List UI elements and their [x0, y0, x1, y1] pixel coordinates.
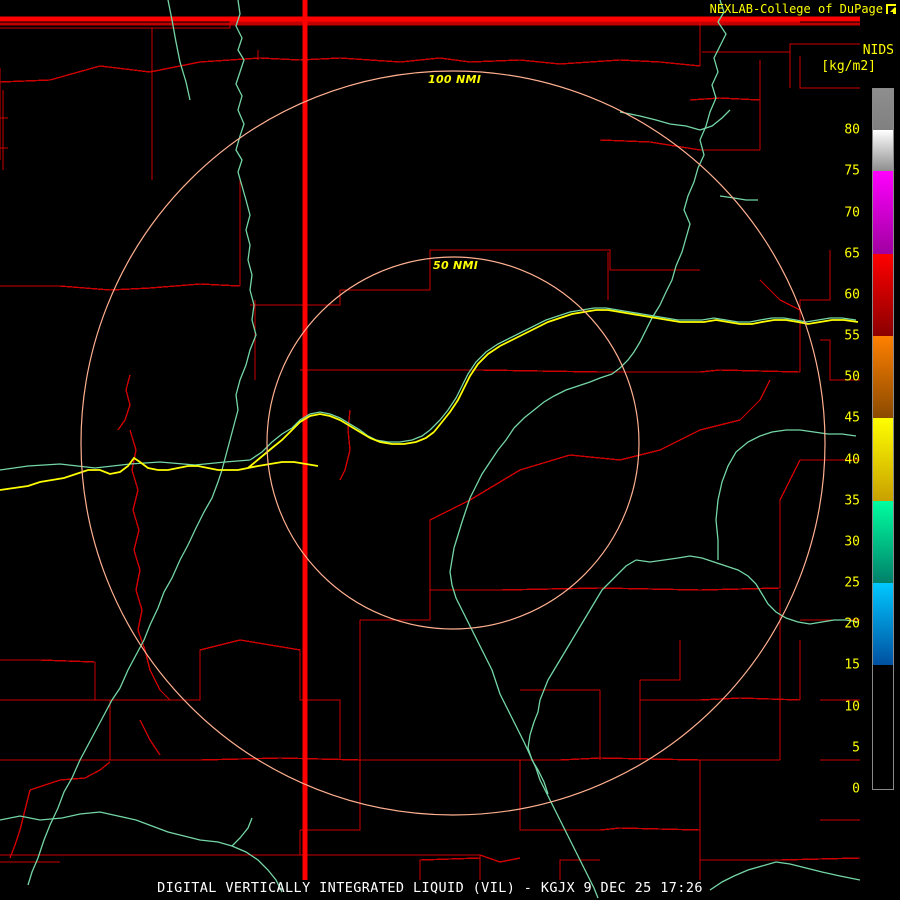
cod-nexlab-logo-icon[interactable]: [885, 3, 898, 16]
colorbar-segment-gray-to-white: [873, 130, 893, 172]
brand-header[interactable]: NEXLAB-College of DuPage: [710, 1, 898, 17]
legend-units: [kg/m2]: [821, 59, 876, 74]
range-ring-100nmi: [80, 70, 826, 816]
colorbar-tick-60: 60: [844, 287, 860, 303]
colorbar-tick-0: 0: [852, 781, 860, 797]
colorbar[interactable]: [872, 88, 894, 790]
range-ring-label-100nmi: 100 NMI: [428, 73, 482, 86]
range-rings-layer: [80, 70, 826, 816]
colorbar-tick-55: 55: [844, 328, 860, 344]
colorbar-tick-10: 10: [844, 699, 860, 715]
colorbar-segment-brown-to-orange: [873, 336, 893, 419]
colorbar-segment-gray-high: [873, 89, 893, 131]
colorbar-tick-75: 75: [844, 163, 860, 179]
colorbar-tick-40: 40: [844, 452, 860, 468]
colorbar-legend: NIDS [kg/m2] 80 75 70 65 60 55 50 45 40 35 30 25 20 1…: [806, 44, 900, 804]
colorbar-tick-30: 30: [844, 534, 860, 550]
map-background: [0, 0, 860, 900]
colorbar-tick-65: 65: [844, 246, 860, 262]
state-borders-layer: [0, 0, 860, 880]
product-caption: DIGITAL VERTICALLY INTEGRATED LIQUID (VI…: [157, 880, 703, 896]
rivers-layer: [0, 0, 860, 899]
colorbar-tick-45: 45: [844, 410, 860, 426]
highways-layer: [0, 309, 859, 491]
legend-title: NIDS: [862, 43, 894, 58]
colorbar-segment-blue-to-cyan: [873, 583, 893, 666]
colorbar-tick-25: 25: [844, 575, 860, 591]
colorbar-tick-labels: 80 75 70 65 60 55 50 45 40 35 30 25 20 15 10 5 0: [806, 88, 868, 796]
colorbar-tick-20: 20: [844, 616, 860, 632]
range-ring-label-50nmi: 50 NMI: [433, 259, 479, 272]
colorbar-segment-teal-to-spring-green: [873, 500, 893, 584]
colorbar-tick-50: 50: [844, 369, 860, 385]
colorbar-tick-5: 5: [852, 740, 860, 756]
brand-label: NEXLAB-College of DuPage: [709, 1, 883, 16]
range-ring-50nmi: [266, 256, 640, 630]
colorbar-gradient: [873, 89, 893, 789]
radar-map[interactable]: 100 NMI 50 NMI DIGITAL VERTICALLY INTEGR…: [0, 0, 860, 900]
map-vector-layers: [0, 0, 860, 900]
colorbar-segment-black-low: [873, 665, 893, 789]
colorbar-tick-35: 35: [844, 493, 860, 509]
colorbar-tick-15: 15: [844, 657, 860, 673]
colorbar-tick-80: 80: [844, 122, 860, 138]
colorbar-segment-dark-red-to-red: [873, 253, 893, 337]
county-borders-layer: [0, 21, 860, 880]
colorbar-segment-gold-to-yellow: [873, 418, 893, 501]
colorbar-segment-magenta: [873, 171, 893, 254]
colorbar-tick-70: 70: [844, 205, 860, 221]
